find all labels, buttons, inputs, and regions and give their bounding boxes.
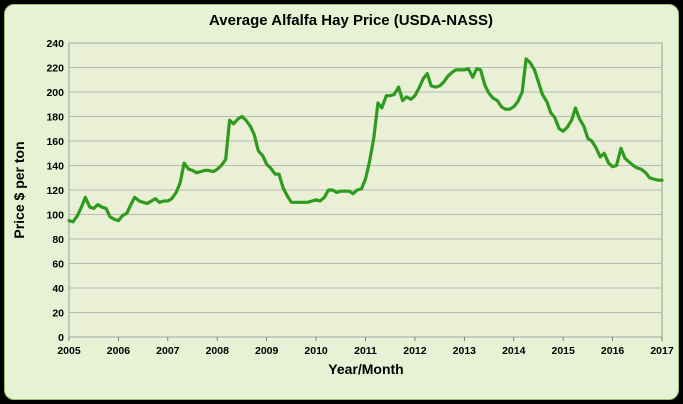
x-tick-label: 2011 [354, 345, 377, 357]
y-tick-label: 200 [46, 87, 64, 99]
y-tick-label: 180 [46, 112, 64, 124]
x-tick-label: 2007 [156, 345, 180, 357]
x-tick-label: 2010 [304, 345, 328, 357]
x-axis-title: Year/Month [328, 361, 403, 377]
y-axis-title: Price $ per ton [11, 141, 27, 238]
y-tick-label: 80 [52, 234, 64, 246]
y-tick-label: 140 [46, 161, 64, 173]
x-tick-label: 2013 [453, 345, 477, 357]
x-axis-ticks: 2005 2006 2007 2008 2009 2010 2011 2012 2013 2014… [57, 337, 674, 357]
x-tick-label: 2005 [57, 345, 81, 357]
x-tick-label: 2009 [255, 345, 279, 357]
x-tick-label: 2017 [650, 345, 674, 357]
x-tick-label: 2014 [502, 345, 526, 357]
x-tick-label: 2012 [403, 345, 427, 357]
y-tick-label: 100 [46, 210, 64, 222]
y-tick-label: 220 [46, 63, 64, 75]
y-tick-label: 0 [58, 332, 64, 344]
y-tick-label: 240 [46, 38, 64, 50]
price-series-line [67, 57, 664, 224]
x-tick-label: 2015 [551, 345, 575, 357]
gridlines [69, 42, 662, 338]
y-tick-label: 160 [46, 136, 64, 148]
x-tick-label: 2016 [601, 345, 625, 357]
y-tick-label: 40 [52, 283, 64, 295]
y-tick-label: 120 [46, 185, 64, 197]
chart-title: Average Alfalfa Hay Price (USDA-NASS) [209, 12, 493, 29]
x-tick-label: 2008 [206, 345, 230, 357]
x-tick-label: 2006 [107, 345, 131, 357]
y-tick-label: 60 [52, 259, 64, 271]
y-axis-ticks: 0 20 40 60 80 100 120 140 160 180 200 220 240 [46, 38, 64, 344]
y-tick-label: 20 [52, 308, 64, 320]
